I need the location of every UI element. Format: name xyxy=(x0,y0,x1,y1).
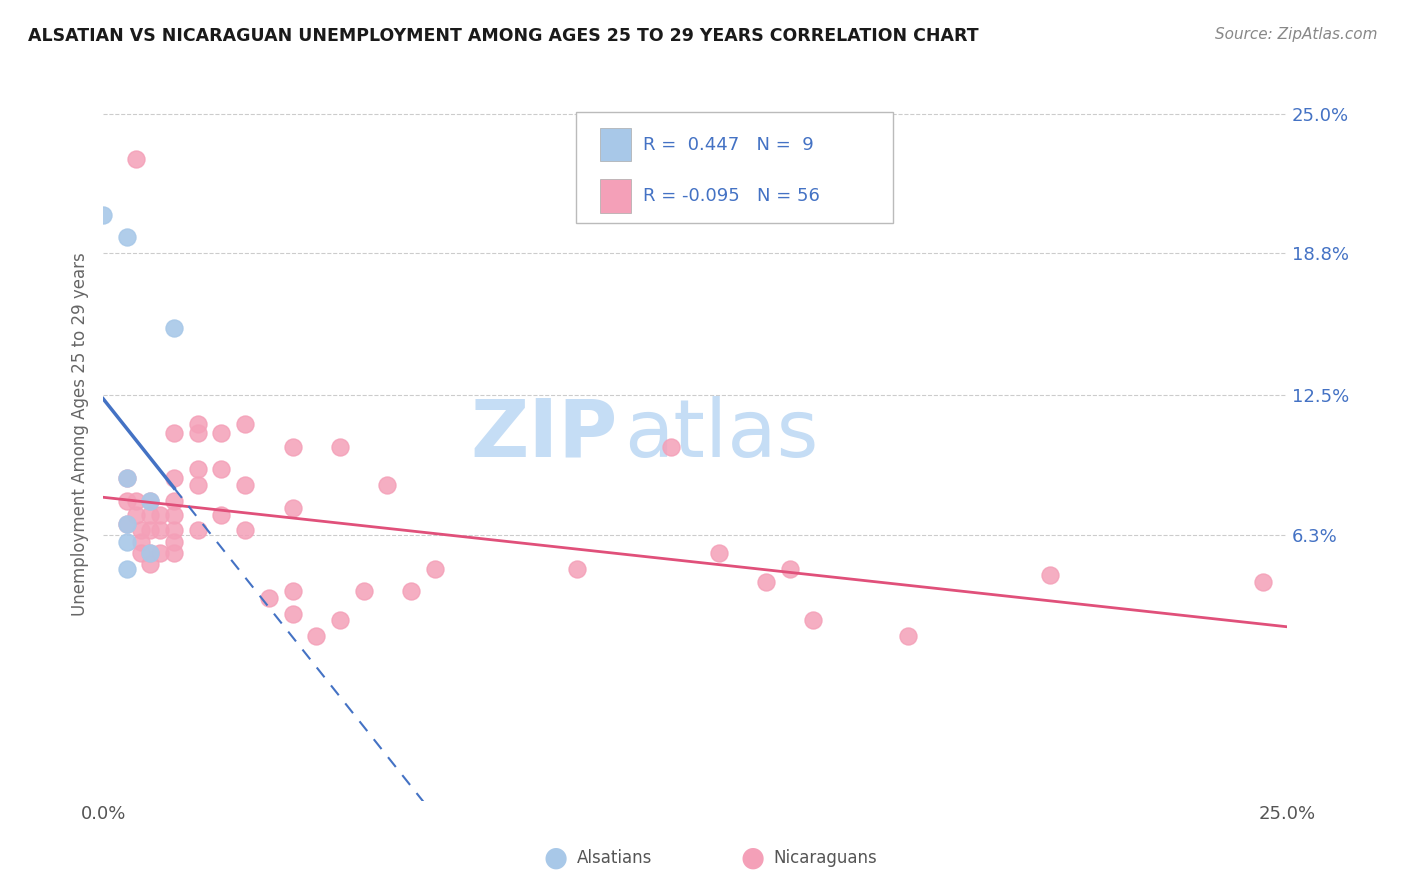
Text: Nicaraguans: Nicaraguans xyxy=(773,849,877,867)
Point xyxy=(659,440,682,454)
Point xyxy=(163,320,186,334)
Point xyxy=(423,561,446,575)
Point xyxy=(149,524,172,538)
Point xyxy=(139,524,162,538)
Point xyxy=(187,426,209,441)
Point xyxy=(187,417,209,432)
Point xyxy=(115,534,138,549)
Point xyxy=(115,471,138,485)
Point xyxy=(163,546,186,560)
Point xyxy=(163,426,186,441)
Text: atlas: atlas xyxy=(624,395,818,474)
Point xyxy=(233,478,256,492)
Point xyxy=(129,534,152,549)
Point xyxy=(163,524,186,538)
Point xyxy=(1251,575,1274,590)
Point xyxy=(779,561,801,575)
Point xyxy=(329,614,352,628)
Point xyxy=(281,584,304,599)
Text: R = -0.095   N = 56: R = -0.095 N = 56 xyxy=(643,187,820,205)
Point xyxy=(163,534,186,549)
Point xyxy=(233,417,256,432)
Y-axis label: Unemployment Among Ages 25 to 29 years: Unemployment Among Ages 25 to 29 years xyxy=(72,252,89,616)
Point xyxy=(353,584,375,599)
Point xyxy=(115,516,138,531)
Point xyxy=(1039,568,1062,582)
Point xyxy=(139,557,162,571)
Point xyxy=(565,561,588,575)
Point xyxy=(129,524,152,538)
Point xyxy=(281,440,304,454)
Point xyxy=(149,508,172,522)
Point xyxy=(149,546,172,560)
Point xyxy=(187,478,209,492)
Point xyxy=(91,208,114,222)
Point xyxy=(233,524,256,538)
Point xyxy=(125,152,148,166)
Point xyxy=(139,494,162,508)
Point xyxy=(375,478,398,492)
Text: ●: ● xyxy=(543,844,568,872)
Point xyxy=(801,614,824,628)
Text: R =  0.447   N =  9: R = 0.447 N = 9 xyxy=(643,136,813,153)
Point xyxy=(707,546,730,560)
Point xyxy=(897,629,920,643)
Text: ZIP: ZIP xyxy=(471,395,619,474)
Text: Source: ZipAtlas.com: Source: ZipAtlas.com xyxy=(1215,27,1378,42)
Point xyxy=(139,494,162,508)
Point xyxy=(163,471,186,485)
Point xyxy=(125,508,148,522)
Point xyxy=(755,575,778,590)
Point xyxy=(115,516,138,531)
Text: Alsatians: Alsatians xyxy=(576,849,652,867)
Point xyxy=(399,584,422,599)
Point xyxy=(163,494,186,508)
Point xyxy=(163,508,186,522)
Point xyxy=(281,500,304,515)
Text: ●: ● xyxy=(740,844,765,872)
Point xyxy=(129,546,152,560)
Point xyxy=(211,426,233,441)
Point xyxy=(125,494,148,508)
Point xyxy=(115,561,138,575)
Point xyxy=(305,629,328,643)
Point xyxy=(187,462,209,476)
Point xyxy=(187,524,209,538)
Point xyxy=(115,494,138,508)
Point xyxy=(115,471,138,485)
Point xyxy=(211,508,233,522)
Point xyxy=(211,462,233,476)
Point xyxy=(139,546,162,560)
Point xyxy=(115,230,138,244)
Point xyxy=(329,440,352,454)
Text: ALSATIAN VS NICARAGUAN UNEMPLOYMENT AMONG AGES 25 TO 29 YEARS CORRELATION CHART: ALSATIAN VS NICARAGUAN UNEMPLOYMENT AMON… xyxy=(28,27,979,45)
Point xyxy=(281,607,304,621)
Point xyxy=(139,508,162,522)
Point xyxy=(139,546,162,560)
Point xyxy=(257,591,280,605)
